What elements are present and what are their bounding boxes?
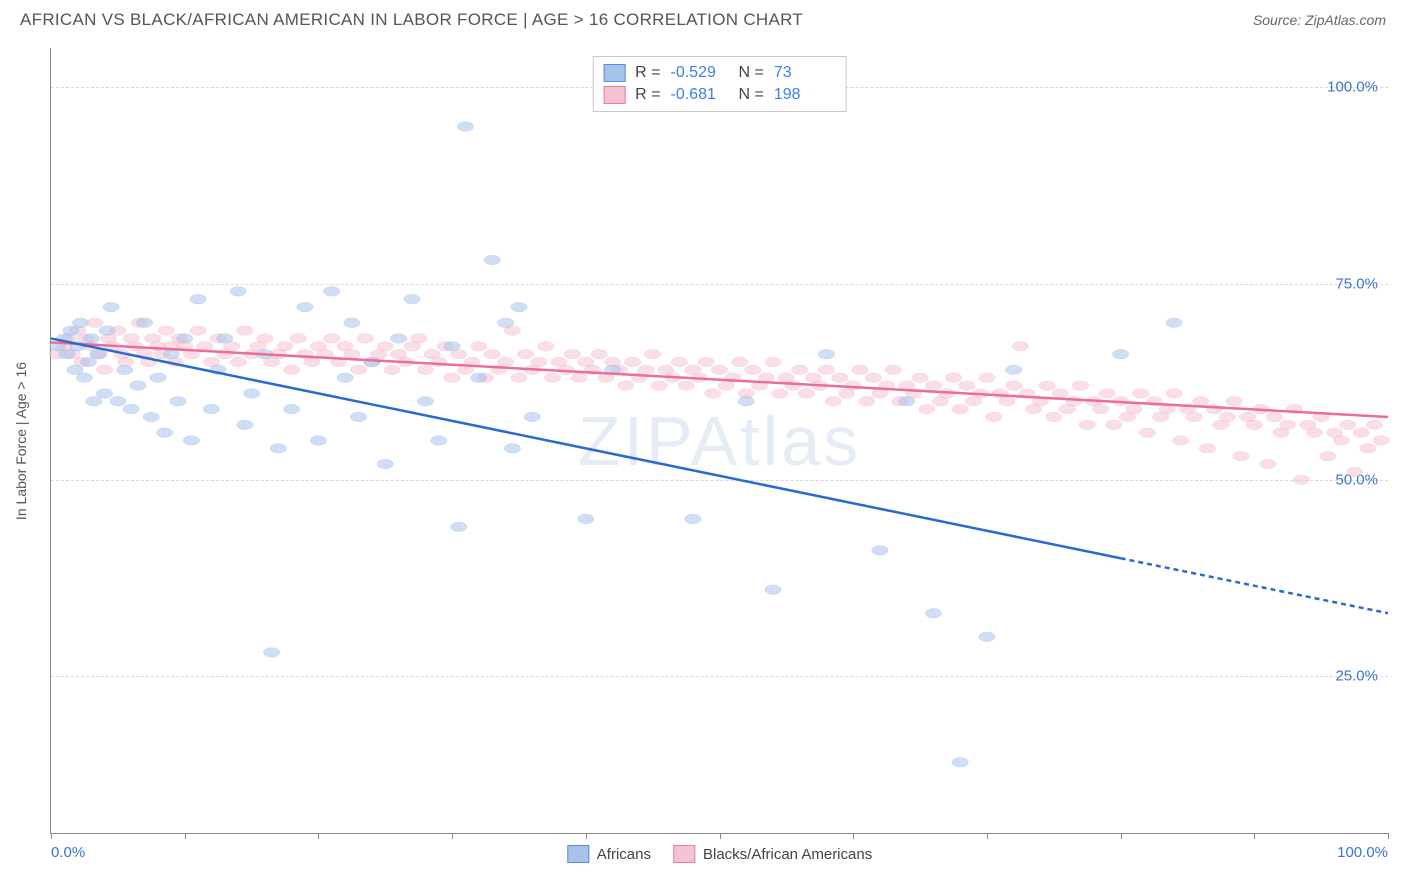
x-axis-label-right: 100.0% (1337, 844, 1388, 861)
legend-series: Africans Blacks/African Americans (567, 845, 872, 863)
chart-title: AFRICAN VS BLACK/AFRICAN AMERICAN IN LAB… (20, 10, 803, 30)
swatch-icon (603, 86, 625, 104)
chart-header: AFRICAN VS BLACK/AFRICAN AMERICAN IN LAB… (0, 0, 1406, 38)
scatter-plot-svg (51, 48, 1388, 833)
legend-stats-row: R = -0.529 N = 73 (603, 62, 832, 84)
swatch-icon (673, 845, 695, 863)
swatch-icon (567, 845, 589, 863)
swatch-icon (603, 64, 625, 82)
chart-plot-area: In Labor Force | Age > 16 ZIPAtlas 25.0%… (50, 48, 1388, 834)
legend-stats: R = -0.529 N = 73 R = -0.681 N = 198 (592, 56, 847, 112)
legend-label: Africans (597, 846, 651, 863)
source-label: Source: ZipAtlas.com (1253, 12, 1386, 28)
y-axis-title: In Labor Force | Age > 16 (13, 361, 29, 519)
x-axis-label-left: 0.0% (51, 844, 85, 861)
legend-item: Africans (567, 845, 651, 863)
legend-item: Blacks/African Americans (673, 845, 872, 863)
legend-label: Blacks/African Americans (703, 846, 872, 863)
legend-stats-row: R = -0.681 N = 198 (603, 84, 832, 106)
